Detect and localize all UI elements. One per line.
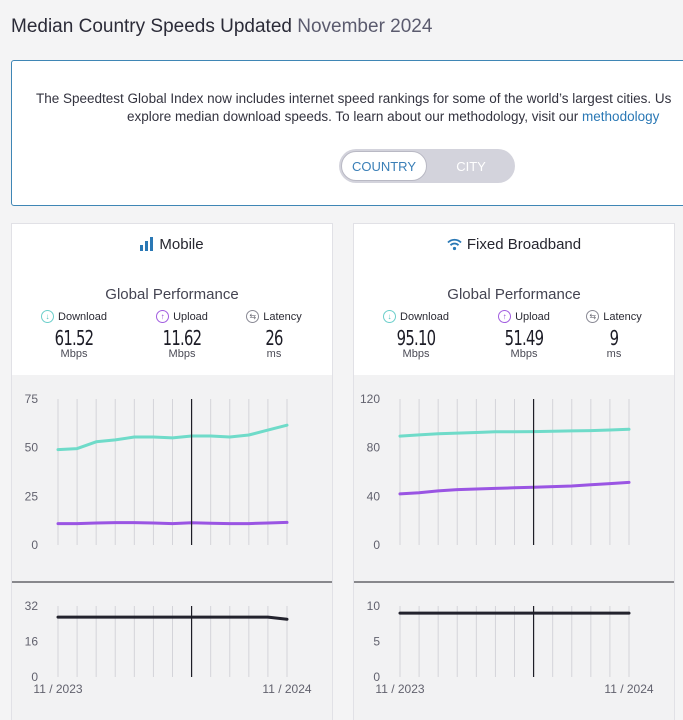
mobile-latency-x-tick-label-start: 11 / 2023 — [33, 682, 82, 696]
mobile-card-title-text: Mobile — [159, 236, 204, 253]
mobile-download-unit: Mbps — [60, 348, 88, 360]
fixed-chart-area[interactable]: 0 40 80 120 0 5 10 11 / 2023 11 / 2024 — [354, 375, 675, 720]
mobile-latency-y-tick-label: 0 — [31, 670, 38, 684]
fixed-card-title: Fixed Broadband — [354, 236, 674, 253]
page-title: Median Country Speeds Updated November 2… — [11, 16, 432, 38]
page-title-updated: November 2024 — [297, 16, 433, 37]
upload-arrow-icon: ↑ — [498, 310, 512, 323]
intro-line-2: explore median download speeds. To learn… — [12, 108, 683, 126]
fixed-latency-y-tick-label: 10 — [367, 599, 381, 613]
fixed-download-metric: ↓ Download 95.10 Mbps — [376, 310, 456, 360]
fixed-latency-x-tick-label-end: 11 / 2024 — [604, 682, 653, 696]
mobile-card: Mobile Global Performance ↓ Download 61.5… — [11, 223, 333, 720]
mobile-download-metric: ↓ Download 61.52 Mbps — [34, 310, 114, 360]
fixed-latency-metric: ⇆ Latency 9 ms — [574, 310, 654, 360]
mobile-latency-unit: ms — [266, 348, 282, 360]
signal-bars-icon — [140, 237, 154, 251]
fixed-upload-label: Upload — [515, 310, 550, 323]
mobile-global-performance-title: Global Performance — [105, 286, 239, 303]
mobile-latency-y-tick-label: 32 — [25, 599, 39, 613]
mobile-upload-metric: ↑ Upload 11.62 Mbps — [142, 310, 222, 360]
mobile-speed-y-tick-label: 0 — [31, 538, 38, 552]
mobile-upload-label: Upload — [173, 310, 208, 323]
mobile-speed-y-tick-label: 75 — [25, 392, 39, 406]
mobile-speed-upload-line — [56, 520, 289, 526]
fixed-latency-value: 9 — [609, 326, 619, 350]
fixed-latency-unit: ms — [606, 348, 622, 360]
mobile-latency-y-tick-label: 16 — [25, 635, 39, 649]
fixed-download-label: Download — [400, 310, 449, 323]
fixed-speed-y-tick-label: 80 — [367, 441, 381, 455]
mobile-latency-x-tick-label-end: 11 / 2024 — [262, 682, 311, 696]
mobile-card-title: Mobile — [12, 236, 332, 253]
mobile-latency-latency-line — [56, 615, 289, 621]
intro-line-1: The Speedtest Global Index now includes … — [36, 91, 672, 106]
fixed-speed-download-line — [398, 427, 631, 438]
download-arrow-icon: ↓ — [41, 310, 55, 323]
toggle-city-button[interactable]: CITY — [456, 158, 486, 174]
fixed-speed-y-tick-label: 120 — [360, 392, 380, 406]
methodology-link[interactable]: methodology — [582, 109, 660, 124]
fixed-broadband-card: Fixed Broadband Global Performance ↓ Down… — [353, 223, 675, 720]
page-title-text: Median Country Speeds Updated — [11, 16, 292, 37]
fixed-download-unit: Mbps — [402, 348, 430, 360]
mobile-speed-y-tick-label: 25 — [25, 489, 39, 503]
mobile-latency-label: Latency — [263, 310, 302, 323]
mobile-chart-area[interactable]: 0 25 50 75 0 16 32 11 / 2023 11 / 2024 — [12, 375, 333, 720]
wifi-icon — [447, 238, 462, 251]
fixed-speed-y-tick-label: 40 — [367, 489, 381, 503]
mobile-speed-download-line — [56, 423, 289, 452]
fixed-upload-metric: ↑ Upload 51.49 Mbps — [484, 310, 564, 360]
toggle-country-button[interactable]: COUNTRY — [341, 151, 427, 181]
fixed-latency-y-tick-label: 0 — [373, 670, 380, 684]
fixed-upload-unit: Mbps — [510, 348, 538, 360]
fixed-speed-chart[interactable]: 0 40 80 120 0 5 10 11 / 2023 11 / 2024 — [354, 375, 675, 720]
fixed-latency-y-tick-label: 5 — [373, 635, 380, 649]
fixed-speed-y-tick-label: 0 — [373, 538, 380, 552]
mobile-latency-metric: ⇆ Latency 26 ms — [234, 310, 314, 360]
fixed-latency-label: Latency — [603, 310, 642, 323]
country-city-toggle[interactable]: COUNTRY CITY — [339, 149, 515, 183]
latency-arrows-icon: ⇆ — [586, 310, 600, 323]
fixed-upload-value: 51.49 — [504, 326, 544, 350]
download-arrow-icon: ↓ — [383, 310, 397, 323]
fixed-card-title-text: Fixed Broadband — [466, 236, 582, 253]
intro-line-2-text: explore median download speeds. To learn… — [127, 109, 583, 124]
intro-panel: The Speedtest Global Index now includes … — [11, 60, 683, 206]
latency-arrows-icon: ⇆ — [246, 310, 260, 323]
fixed-latency-x-tick-label-start: 11 / 2023 — [375, 682, 424, 696]
intro-text: The Speedtest Global Index now includes … — [12, 90, 683, 126]
upload-arrow-icon: ↑ — [156, 310, 170, 323]
mobile-latency-value: 26 — [265, 326, 283, 350]
fixed-speed-upload-line — [398, 480, 631, 496]
mobile-upload-unit: Mbps — [168, 348, 196, 360]
mobile-upload-value: 11.62 — [162, 326, 202, 350]
mobile-speed-chart[interactable]: 0 25 50 75 0 16 32 11 / 2023 11 / 2024 — [12, 375, 333, 720]
mobile-download-value: 61.52 — [54, 326, 94, 350]
fixed-global-performance-title: Global Performance — [447, 286, 581, 303]
mobile-download-label: Download — [58, 310, 107, 323]
fixed-download-value: 95.10 — [396, 326, 436, 350]
mobile-speed-y-tick-label: 50 — [25, 441, 39, 455]
